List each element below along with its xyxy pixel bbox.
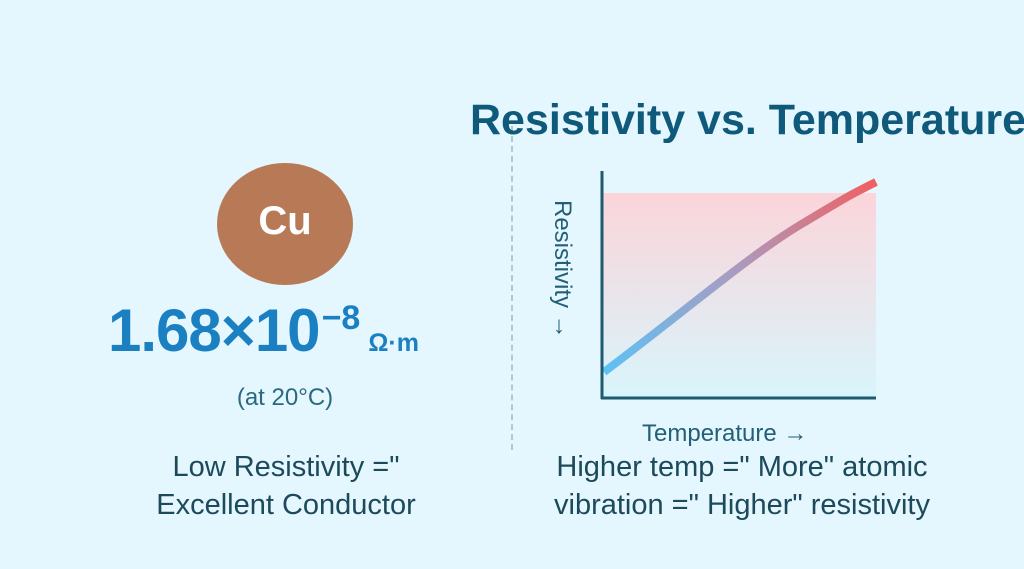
resistivity-exponent: −8 — [321, 299, 361, 337]
dashed-divider — [511, 126, 513, 450]
x-axis-label: Temperature → — [642, 420, 808, 447]
resistivity-value: 1.68×10−8Ω·m — [108, 296, 419, 366]
left-caption: Low Resistivity =" Excellent Conductor — [90, 448, 482, 524]
chart-area-background — [603, 193, 876, 398]
resistivity-mantissa: 1.68×10 — [108, 297, 321, 364]
resistivity-curve — [601, 178, 878, 376]
element-symbol: Cu — [258, 198, 312, 243]
copper-element-badge: Cu — [217, 163, 353, 285]
temperature-condition: (at 20°C) — [236, 384, 334, 411]
resistivity-chart — [600, 171, 878, 400]
left-caption-line-1: Low Resistivity =" — [172, 451, 400, 483]
resistivity-unit: Ω·m — [368, 329, 419, 357]
right-caption: Higher temp =" More" atomic vibration ="… — [502, 448, 982, 524]
right-caption-line-2: vibration =" Higher" resistivity — [554, 489, 930, 521]
y-axis-label: Resistivity → — [540, 200, 610, 370]
right-caption-line-1: Higher temp =" More" atomic — [556, 451, 928, 483]
chart-title: Resistivity vs. Temperature — [470, 96, 1024, 144]
y-axis-label-text: Resistivity → — [549, 200, 576, 339]
left-caption-line-2: Excellent Conductor — [156, 489, 416, 521]
